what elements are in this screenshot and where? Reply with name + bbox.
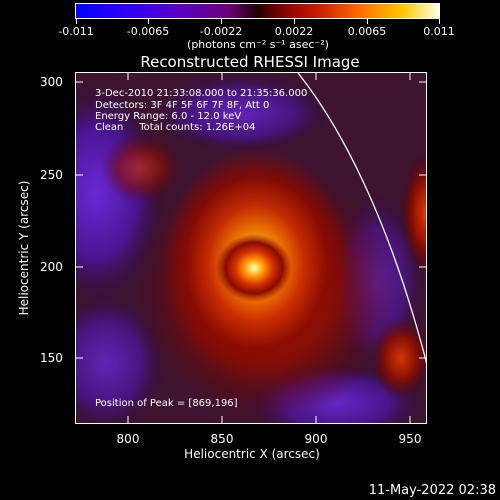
colorbar-tick-label: -0.011 <box>58 25 94 38</box>
colorbar-tick-label: -0.0065 <box>126 25 170 38</box>
y-tick-label: 200 <box>40 260 63 274</box>
clean-counts-text: Clean Total counts: 1.26E+04 <box>95 122 256 133</box>
colorbar <box>75 3 440 19</box>
colorbar-units: (photons cm⁻² s⁻¹ asec⁻²) <box>187 38 329 51</box>
image-plot: 3-Dec-2010 21:33:08.000 to 21:35:36.000 … <box>75 72 427 424</box>
x-tick-label: 900 <box>304 432 328 446</box>
energy-range-text: Energy Range: 6.0 - 12.0 keV <box>95 111 242 122</box>
peak-position-text: Position of Peak = [869,196] <box>95 398 238 409</box>
y-tick-label: 150 <box>40 351 63 365</box>
colorbar-tick-label: -0.0022 <box>199 25 243 38</box>
time-range-text: 3-Dec-2010 21:33:08.000 to 21:35:36.000 <box>95 88 308 99</box>
y-tick-label: 300 <box>40 75 63 89</box>
rhessi-image <box>76 73 426 423</box>
detectors-text: Detectors: 3F 4F 5F 6F 7F 8F, Att 0 <box>95 100 270 111</box>
x-axis-label: Heliocentric X (arcsec) <box>184 447 320 461</box>
plot-title: Reconstructed RHESSI Image <box>140 53 360 71</box>
y-axis-label: Heliocentric Y (arcsec) <box>17 180 31 316</box>
x-tick-label: 850 <box>210 432 234 446</box>
colorbar-tick-label: 0.0022 <box>274 25 314 38</box>
x-tick-label: 950 <box>398 432 422 446</box>
timestamp: 11-May-2022 02:38 <box>368 483 496 498</box>
x-tick-label: 800 <box>116 432 140 446</box>
y-tick-label: 250 <box>40 168 63 182</box>
colorbar-tick-label: 0.011 <box>423 25 455 38</box>
colorbar-tick-label: 0.0065 <box>347 25 387 38</box>
